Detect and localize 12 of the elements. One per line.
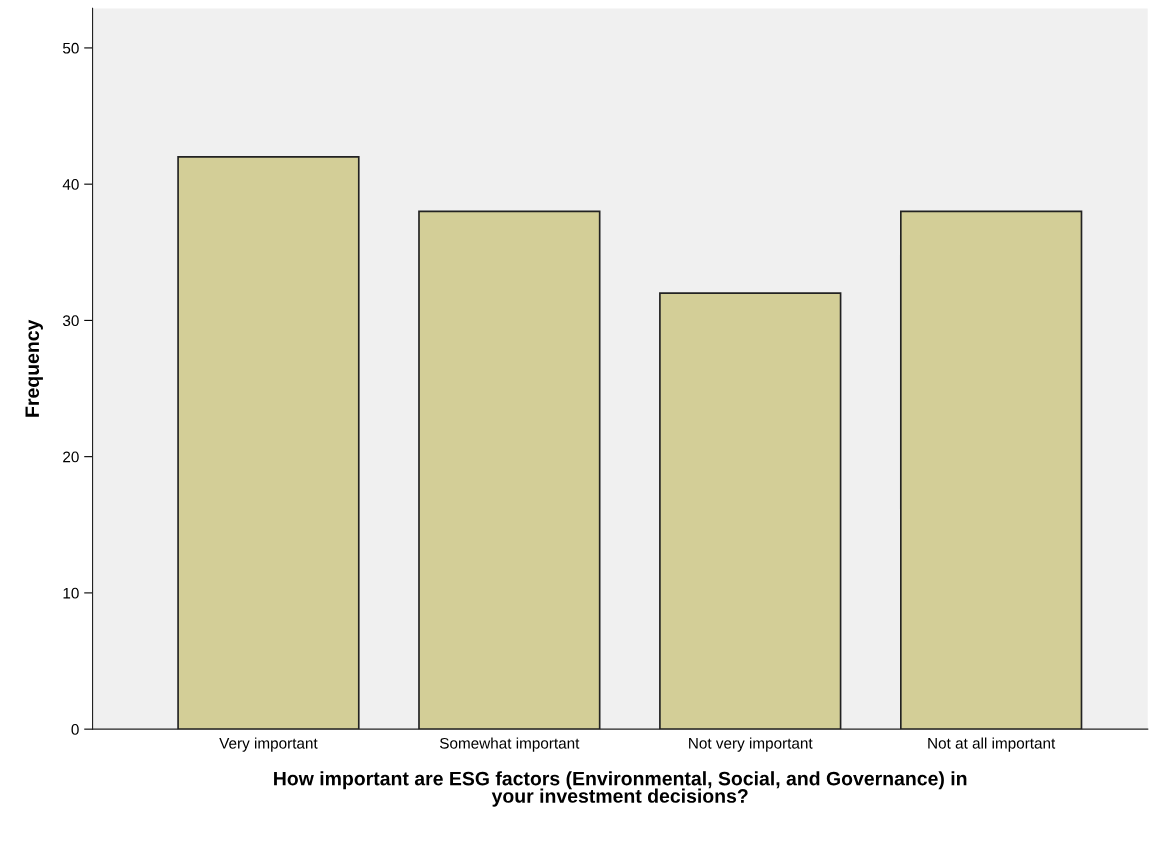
- y-tick-label: 0: [71, 724, 79, 735]
- y-tick-label: 30: [62, 315, 79, 327]
- y-tick-label: 40: [62, 179, 79, 190]
- y-tick-label: 50: [62, 42, 79, 54]
- x-tick-label: Somewhat important: [439, 737, 580, 752]
- x-axis-title: How important are ESG factors (Environmental, Social, and Governance) in your investment decisions?: [274, 771, 967, 807]
- y-axis-title: Frequency: [25, 319, 43, 417]
- x-tick-label: Not very important: [689, 737, 813, 752]
- x-tick-label: Very important: [219, 737, 318, 752]
- x-tick-label: Not at all important: [928, 737, 1056, 752]
- y-tick-label: 20: [63, 451, 79, 463]
- y-tick-label: 10: [63, 587, 79, 599]
